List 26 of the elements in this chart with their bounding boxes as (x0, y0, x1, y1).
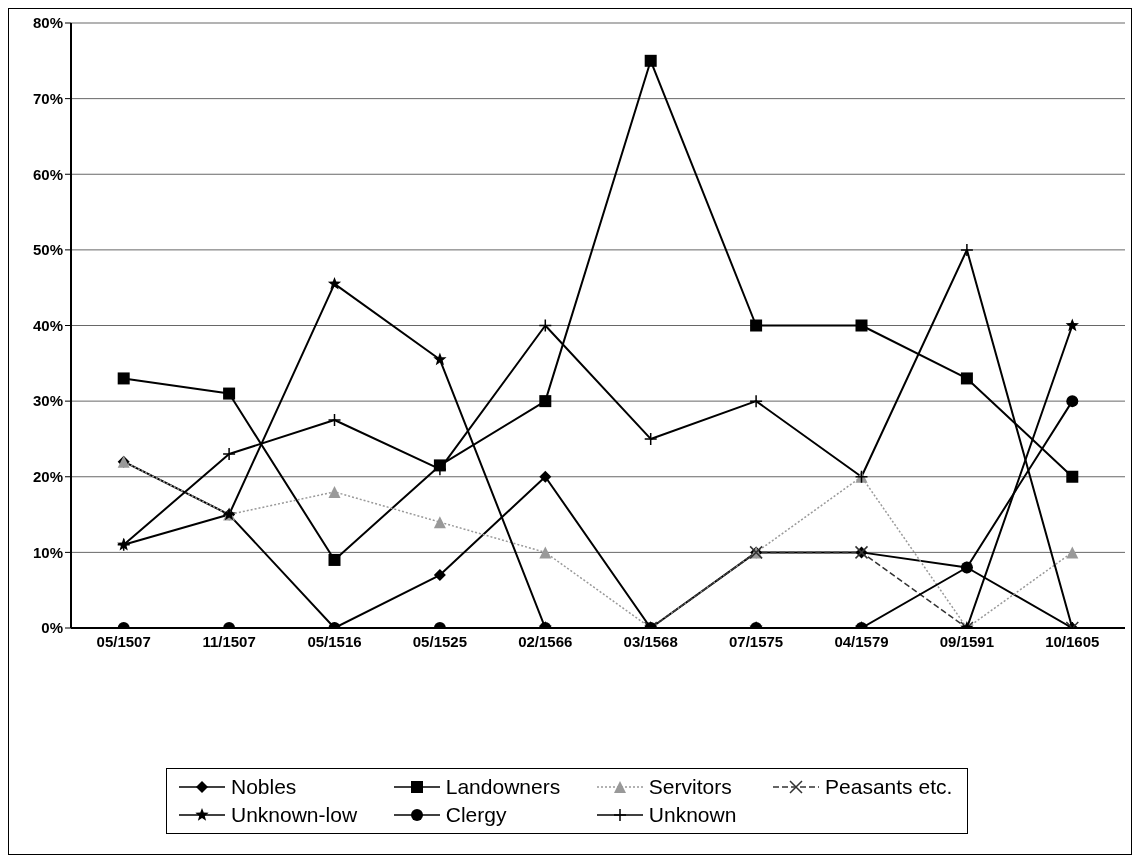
x-tick-label: 05/1516 (307, 632, 362, 650)
x-tick-label: 04/1579 (834, 632, 889, 650)
y-tick-label: 80% (32, 14, 63, 32)
x-tick-label: 07/1575 (728, 632, 784, 650)
y-tick-label: 0% (41, 619, 63, 637)
x-tick-label: 02/1566 (518, 632, 573, 650)
y-tick-label: 70% (32, 89, 63, 107)
x-tick-label: 09/1591 (939, 632, 995, 650)
y-tick-label: 10% (32, 543, 63, 561)
legend-label: Nobles (231, 775, 297, 799)
y-tick-label: 40% (32, 316, 63, 334)
legend-label: Servitors (648, 775, 732, 799)
legend-label: Unknown-low (231, 803, 358, 827)
x-tick-label: 05/1525 (412, 632, 468, 650)
x-tick-label: 11/1507 (202, 632, 256, 650)
x-tick-label: 10/1605 (1045, 632, 1100, 650)
x-tick-label: 03/1568 (623, 632, 678, 650)
y-tick-label: 50% (32, 241, 63, 259)
y-tick-label: 60% (32, 165, 63, 183)
y-tick-label: 30% (32, 392, 63, 410)
legend-label: Peasants etc. (825, 775, 953, 799)
x-tick-label: 05/1507 (96, 632, 151, 650)
legend-label: Clergy (445, 803, 507, 827)
y-tick-label: 20% (32, 468, 63, 486)
legend-label: Unknown (648, 803, 737, 827)
legend-label: Landowners (445, 775, 561, 799)
